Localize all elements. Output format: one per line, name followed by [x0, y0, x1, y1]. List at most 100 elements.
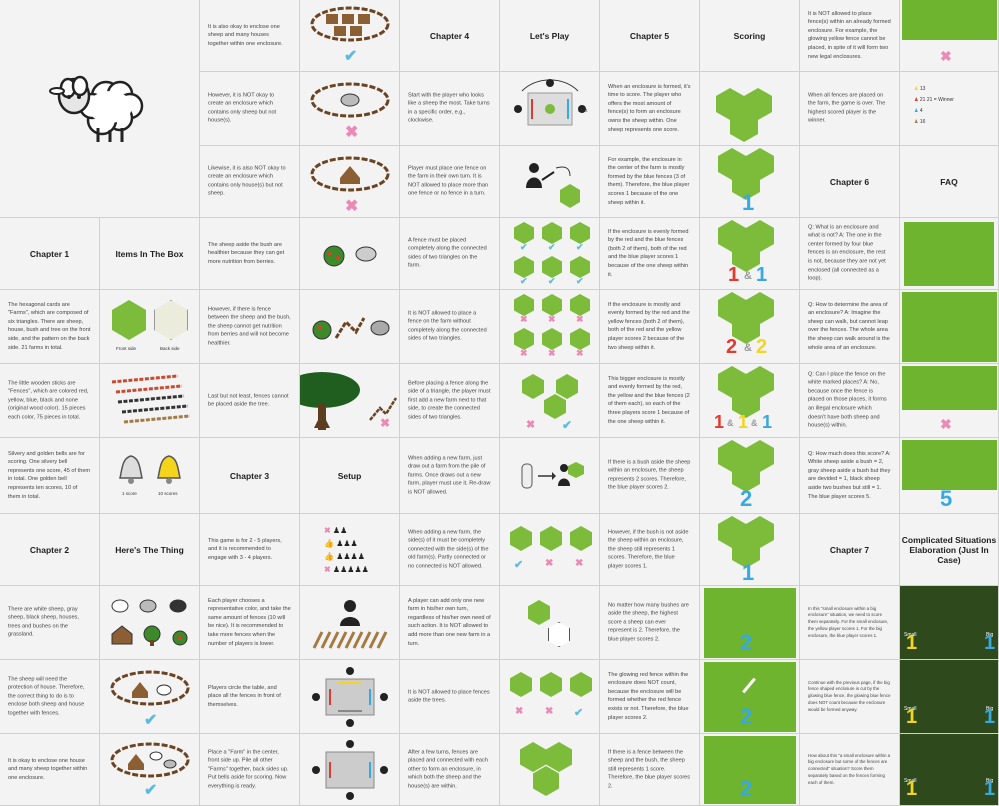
q1-text-cell: Q: What is an enclosure and what is not?… — [800, 218, 900, 290]
q3-text: Q: Can I place the fence on the white ma… — [808, 371, 887, 430]
place-farm-text: Place a "Farm" in the center, front side… — [208, 748, 289, 790]
red-score-number: 1 — [728, 264, 740, 286]
ten-scores-label: 10 scores — [158, 491, 178, 496]
one-fence-text-cell: Player must place one fence on the farm … — [400, 146, 500, 218]
empty-hex-icon — [548, 622, 570, 647]
not-allowed-text-cell: It is NOT allowed to place a fence on th… — [400, 290, 500, 364]
protection-text: The sheep will need the protection of ho… — [8, 675, 85, 717]
yellow-score-number: 1 — [738, 412, 749, 432]
connected-image-cell: ✔ ✖ ✖ — [500, 514, 600, 586]
chapter5-cell: Chapter 5 — [600, 0, 700, 72]
bells-text-cell: Silvery and golden bells are for scoring… — [0, 438, 100, 514]
many-bushes-image-cell: 2 — [700, 586, 800, 660]
farm-board-icon — [902, 0, 997, 40]
start-text-cell: Start with the player who looks like a s… — [400, 72, 500, 146]
enclosure-many-sheep-icon — [110, 742, 190, 778]
faq-heading: FAQ — [940, 176, 958, 187]
farm-hex-icon — [556, 374, 578, 399]
cross-icon: ✖ — [576, 348, 584, 358]
c1-image-cell: Small 1 Big 1 — [900, 586, 999, 660]
blue-score-number: 1 — [984, 778, 996, 800]
cross-icon: ✖ — [548, 348, 556, 358]
cross-icon: ✖ — [345, 124, 359, 141]
chapter7-cell: Chapter 7 — [800, 514, 900, 586]
farm-board-icon — [902, 292, 997, 362]
colors-text-cell: Each player chooses a representative col… — [200, 586, 300, 660]
farm-hex-icon — [510, 526, 532, 551]
game-over-image-cell: ♟ 13 ♟ 21 21 = Winner ♟ 4 ♟ 16 — [900, 72, 999, 146]
blue-score-number: 1 — [742, 190, 755, 215]
new-farm-image-cell: ✖ ✔ — [500, 364, 600, 438]
grassland-icons-cell — [100, 586, 200, 660]
blue-score-number: 1 — [756, 264, 768, 286]
small-label: Small — [904, 778, 917, 784]
ampersand-label: & — [727, 418, 734, 428]
farm-hex-icon — [528, 600, 550, 625]
bush-score-image-cell: 2 — [700, 438, 800, 514]
broken-fence-icon — [369, 397, 398, 421]
farm-hex-icon — [542, 328, 562, 350]
bush-text-cell: The sheep aside the bush are healthier b… — [200, 218, 300, 290]
farm-board-icon — [704, 662, 796, 732]
few-turns-text: After a few turns, fences are placed and… — [408, 748, 488, 790]
fence-between-text-cell: However, if there is fence between the s… — [200, 290, 300, 364]
q2-image-cell — [900, 290, 999, 364]
scoring-heading: Scoring — [733, 30, 766, 41]
game-over-text-cell: When all fences are placed on the farm, … — [800, 72, 900, 146]
fence-bush-text: However, if the bush is not aside the sh… — [608, 528, 689, 570]
check-icon: ✔ — [520, 276, 528, 286]
check-icon: ✔ — [562, 418, 573, 432]
chapter1-heading: Chapter 1 — [29, 248, 70, 259]
tree-image-cell: ✖ — [300, 364, 400, 438]
fence-between-score-text: If there is a fence between the sheep an… — [608, 748, 691, 790]
farm-hex-icon — [510, 672, 532, 697]
many-bushes-text: No matter how many bushes are aside the … — [608, 601, 689, 643]
q4-text-cell: Q: How much does this score? A: White sh… — [800, 438, 900, 514]
players-text-cell: This game is for 2 - 5 players, and it i… — [200, 514, 300, 586]
blue-score-number: 2 — [740, 704, 753, 729]
heres-the-thing-heading: Here's The Thing — [115, 544, 184, 555]
enclosure-house-only-icon — [310, 156, 390, 192]
not-allowed-formed-image-cell: ✖ — [900, 0, 999, 72]
fence-bush-text-cell: However, if the bush is not aside the sh… — [600, 514, 700, 586]
big-label: Big — [986, 778, 994, 784]
okay-many-text: It is also okay to enclose one sheep and… — [208, 23, 283, 47]
chapter7-heading: Chapter 7 — [829, 544, 870, 555]
only-one-text-cell: A player can add only one new farm in hi… — [400, 586, 500, 660]
fence-between-text: However, if there is fence between the s… — [208, 305, 291, 347]
score-yellow: 13 — [919, 86, 926, 92]
small-label: Small — [904, 706, 917, 712]
complicated-cell: Complicated Situations Elaboration (Just… — [900, 514, 999, 586]
randomly-text-cell: When adding a new farm, just draw out a … — [400, 438, 500, 514]
farms-image-cell: Front side Back side — [100, 290, 200, 364]
game-over-text: When all fences are placed on the farm, … — [808, 92, 886, 125]
glowing-red-image-cell: 2 — [700, 660, 800, 734]
q4-image-cell: 5 — [900, 438, 999, 514]
one-fence-image-cell — [500, 146, 600, 218]
c2-text: Continue with the previous page, if the … — [808, 679, 891, 712]
cross-icon: ✖ — [548, 314, 556, 324]
bush-score-text-cell: If there is a bush aside the sheep withi… — [600, 438, 700, 514]
okay-many-text-cell: It is also okay to enclose one sheep and… — [200, 0, 300, 72]
blue-score-number: 1 — [984, 632, 996, 654]
check-icon: ✔ — [520, 242, 528, 252]
center-text: For example, the enclosure in the center… — [608, 156, 690, 206]
blue-score-number: 2 — [740, 486, 753, 511]
q3-text-cell: Q: Can I place the fence on the white ma… — [800, 364, 900, 438]
chapter4-heading: Chapter 4 — [429, 30, 470, 41]
cross-icon: ✖ — [575, 558, 584, 569]
cross-icon: ✖ — [940, 416, 952, 432]
one-fence-text: Player must place one fence on the farm … — [408, 165, 489, 198]
yellow-score-number: 1 — [906, 778, 918, 800]
silver-bell-icon — [119, 455, 143, 484]
chapter5-heading: Chapter 5 — [629, 30, 670, 41]
faq-cell: FAQ — [900, 146, 999, 218]
completely-text-cell: A fence must be placed completely along … — [400, 218, 500, 290]
farm-hex-icon — [732, 312, 760, 344]
farm-hex-icon — [514, 294, 534, 316]
farm-board-icon — [902, 366, 997, 410]
chapter1-cell: Chapter 1 — [0, 218, 100, 290]
mostly-image-cell: 2 & 2 — [700, 290, 800, 364]
farm-hex-icon — [570, 256, 590, 278]
not-okay-house-image-cell: ✖ — [300, 146, 400, 218]
